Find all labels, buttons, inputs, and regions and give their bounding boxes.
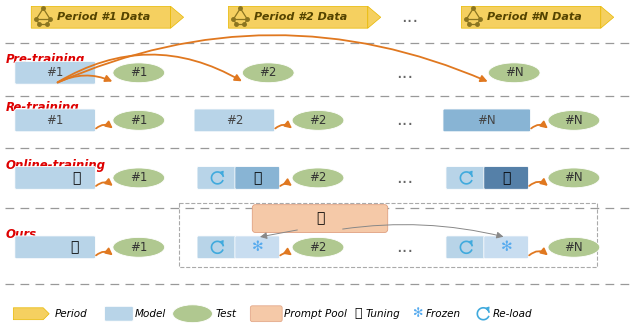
FancyBboxPatch shape [443, 109, 531, 132]
Text: ...: ... [396, 64, 413, 82]
Text: #2: #2 [309, 171, 326, 184]
Text: #N: #N [564, 241, 583, 254]
Text: 🔥: 🔥 [354, 307, 362, 320]
Text: #1: #1 [130, 241, 147, 254]
Ellipse shape [292, 237, 344, 257]
FancyBboxPatch shape [194, 109, 275, 132]
Text: ...: ... [401, 8, 418, 26]
Text: Online-training: Online-training [5, 159, 106, 171]
FancyBboxPatch shape [15, 61, 95, 84]
Text: Pre-training: Pre-training [5, 53, 84, 67]
Ellipse shape [548, 168, 600, 188]
Polygon shape [13, 308, 49, 320]
Ellipse shape [292, 111, 344, 130]
FancyBboxPatch shape [446, 236, 487, 259]
FancyBboxPatch shape [235, 166, 280, 189]
Text: Model: Model [135, 309, 166, 319]
FancyBboxPatch shape [31, 6, 171, 28]
Text: ✻: ✻ [412, 307, 423, 320]
Text: Period #1 Data: Period #1 Data [58, 12, 150, 22]
Text: Re-training: Re-training [5, 101, 79, 114]
FancyBboxPatch shape [197, 236, 238, 259]
Ellipse shape [113, 237, 164, 257]
Text: #2: #2 [226, 114, 243, 127]
Text: 🔥: 🔥 [70, 240, 78, 254]
Text: ...: ... [396, 112, 413, 129]
Text: 🔥: 🔥 [253, 171, 262, 185]
Text: #1: #1 [47, 114, 64, 127]
Text: ✻: ✻ [500, 240, 512, 254]
Text: 🔥: 🔥 [316, 212, 324, 225]
FancyBboxPatch shape [15, 109, 95, 132]
Ellipse shape [243, 63, 294, 83]
Text: ✻: ✻ [252, 240, 263, 254]
Ellipse shape [173, 305, 212, 323]
Text: Period: Period [55, 309, 88, 319]
FancyBboxPatch shape [104, 306, 133, 321]
Text: #2: #2 [309, 114, 326, 127]
Ellipse shape [113, 111, 164, 130]
Ellipse shape [113, 63, 164, 83]
Polygon shape [601, 6, 614, 28]
FancyBboxPatch shape [484, 166, 529, 189]
Ellipse shape [548, 237, 600, 257]
Text: Period #N Data: Period #N Data [486, 12, 582, 22]
FancyBboxPatch shape [484, 236, 529, 259]
Text: 🔥: 🔥 [72, 171, 80, 185]
Text: #N: #N [505, 66, 524, 79]
FancyBboxPatch shape [228, 6, 368, 28]
FancyBboxPatch shape [235, 236, 280, 259]
FancyBboxPatch shape [15, 166, 95, 189]
FancyBboxPatch shape [15, 236, 95, 259]
Text: #2: #2 [260, 66, 277, 79]
Ellipse shape [488, 63, 540, 83]
FancyBboxPatch shape [252, 205, 388, 232]
Ellipse shape [113, 168, 164, 188]
Text: #1: #1 [130, 114, 147, 127]
Text: #1: #1 [130, 171, 147, 184]
FancyBboxPatch shape [250, 306, 282, 322]
Ellipse shape [548, 111, 600, 130]
FancyBboxPatch shape [446, 166, 487, 189]
Text: #1: #1 [130, 66, 147, 79]
Text: #N: #N [477, 114, 496, 127]
Text: Re-load: Re-load [492, 309, 532, 319]
FancyBboxPatch shape [461, 6, 601, 28]
Text: Ours: Ours [5, 228, 36, 241]
Text: 🔥: 🔥 [502, 171, 510, 185]
Text: Tuning: Tuning [366, 309, 401, 319]
Text: Test: Test [216, 309, 236, 319]
Text: #N: #N [564, 114, 583, 127]
Polygon shape [171, 6, 184, 28]
FancyBboxPatch shape [197, 166, 238, 189]
Text: ...: ... [396, 169, 413, 187]
Text: #1: #1 [47, 66, 64, 79]
Text: ...: ... [396, 238, 413, 256]
Text: #2: #2 [309, 241, 326, 254]
Text: Prompt Pool: Prompt Pool [284, 309, 347, 319]
Text: Period #2 Data: Period #2 Data [255, 12, 348, 22]
Text: Frozen: Frozen [426, 309, 461, 319]
Polygon shape [368, 6, 381, 28]
Text: #N: #N [564, 171, 583, 184]
Ellipse shape [292, 168, 344, 188]
